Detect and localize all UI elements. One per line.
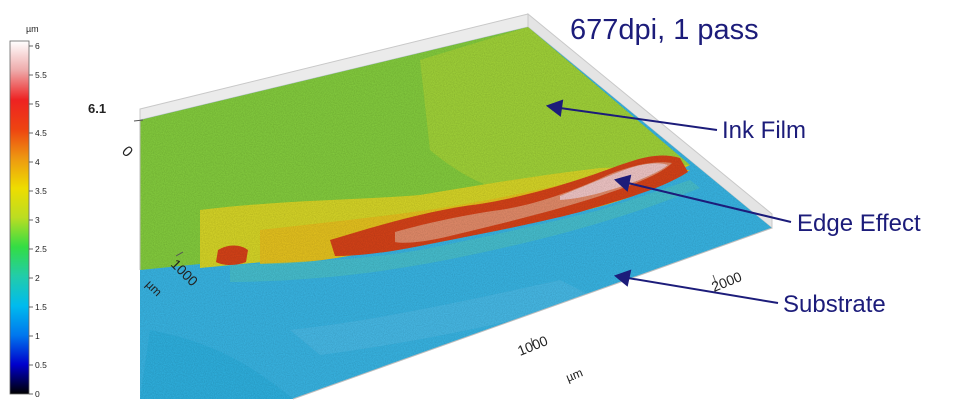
colorbar-tick-label: 4 — [35, 157, 40, 167]
colorbar-tick-label: 3.5 — [35, 186, 47, 196]
colorbar-tick-label: 6 — [35, 41, 40, 51]
edge-effect-arrow — [627, 182, 792, 223]
edge-effect-arrowhead — [613, 174, 632, 192]
ink-film-label: Ink Film — [722, 117, 806, 144]
substrate-label: Substrate — [783, 291, 886, 318]
colorbar-tick-label: 2 — [35, 273, 40, 283]
x-axis-tick-1000: 1000 — [515, 332, 550, 359]
colorbar-tick-label: 0 — [35, 389, 40, 399]
box-front-edges — [139, 120, 773, 400]
x-axis-tick-2000: 2000 — [709, 268, 744, 295]
ink-film-arrowhead — [545, 99, 564, 117]
colorbar-tick-label: 0.5 — [35, 360, 47, 370]
ink-film-arrow — [559, 107, 718, 131]
z-max-label: 6.1 — [88, 101, 106, 116]
substrate-arrowhead — [613, 269, 632, 287]
substrate-arrow — [627, 277, 779, 304]
colorbar-tick-label: 5.5 — [35, 70, 47, 80]
colorbar-tick-label: 1 — [35, 331, 40, 341]
colorbar-scale — [9, 40, 30, 395]
annotation-arrows — [545, 99, 792, 304]
colorbar-tick-label: 1.5 — [35, 302, 47, 312]
colorbar-tick-label: 2.5 — [35, 244, 47, 254]
figure-title: 677dpi, 1 pass — [570, 14, 759, 46]
colorbar-tick-label: 3 — [35, 215, 40, 225]
colorbar-tick-label: 5 — [35, 99, 40, 109]
colorbar-tick-label: 4.5 — [35, 128, 47, 138]
x-axis-unit: µm — [564, 365, 585, 384]
z-zero-label: 0 — [118, 143, 136, 161]
surface-map — [140, 27, 772, 399]
colorbar-ticks: 6 5.5 5 4.5 4 3.5 3 2.5 2 1.5 1 0.5 0 — [29, 41, 47, 399]
colorbar: µm 6 5.5 5 4.5 4 3.5 3 2.5 2 1.5 1 0.5 0 — [9, 24, 47, 399]
edge-effect-label: Edge Effect — [797, 210, 921, 237]
colorbar-unit: µm — [26, 24, 39, 34]
axis-ticks — [133, 119, 717, 347]
